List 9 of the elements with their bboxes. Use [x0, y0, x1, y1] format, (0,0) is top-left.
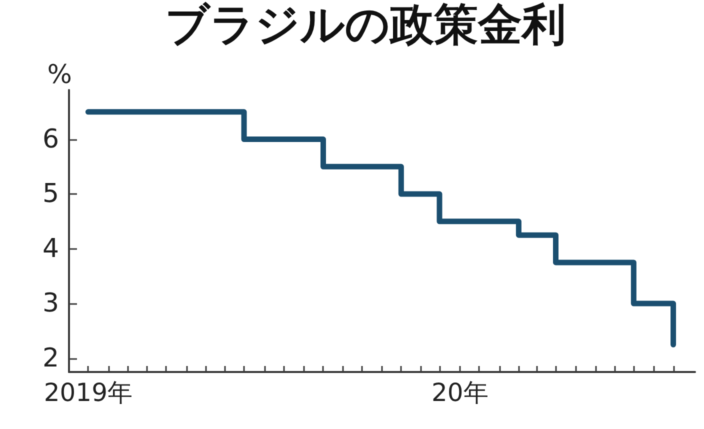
x-tick-label: 20年 [432, 378, 488, 407]
y-tick-label: 4 [42, 234, 59, 264]
y-tick-label: 5 [42, 179, 59, 210]
y-axis-title: % [47, 60, 72, 90]
y-tick-label: 3 [42, 288, 59, 319]
y-tick-label: 6 [42, 124, 59, 154]
chart-title: ブラジルの政策金利 [165, 0, 566, 50]
y-tick-label: 2 [42, 343, 59, 374]
x-tick-label: 2019年 [44, 378, 132, 407]
